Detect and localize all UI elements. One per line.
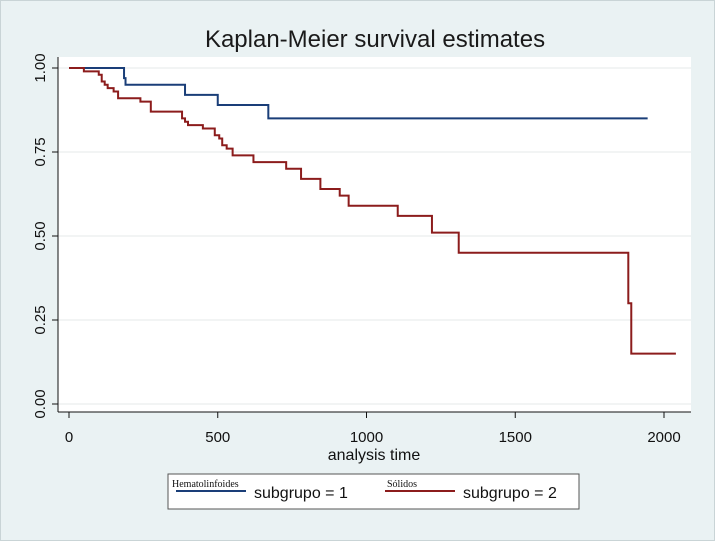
y-tick-label-4: 1.00 <box>32 53 49 82</box>
x-ticks: 0 500 1000 1500 2000 <box>65 412 681 446</box>
survival-line-2 <box>69 67 676 355</box>
x-tick-label-4: 2000 <box>647 429 680 446</box>
legend-item-2: Sólidos subgrupo = 2 <box>385 479 557 502</box>
y-tick-label-0: 0.00 <box>32 389 49 418</box>
legend-key-label-2: Sólidos <box>387 479 417 490</box>
x-tick-label-3: 1500 <box>499 429 532 446</box>
x-tick-label-2: 1000 <box>350 429 383 446</box>
legend-item-1: Hematolinfoides subgrupo = 1 <box>172 479 348 502</box>
x-axis-label: analysis time <box>328 447 421 464</box>
legend-label-2: subgrupo = 2 <box>463 485 557 502</box>
legend-key-label-1: Hematolinfoides <box>172 479 239 490</box>
plot-area <box>58 57 691 412</box>
chart-title: Kaplan-Meier survival estimates <box>205 26 545 53</box>
legend-label-1: subgrupo = 1 <box>254 485 348 502</box>
x-tick-label-1: 500 <box>205 429 230 446</box>
x-tick-label-0: 0 <box>65 429 73 446</box>
series-lines <box>69 67 676 355</box>
y-tick-label-3: 0.75 <box>32 137 49 166</box>
y-tick-label-2: 0.50 <box>32 221 49 250</box>
y-tick-label-1: 0.25 <box>32 305 49 334</box>
survival-line-1 <box>69 67 648 120</box>
y-ticks: 0.00 0.25 0.50 0.75 1.00 <box>32 53 58 419</box>
gridlines <box>58 67 691 405</box>
